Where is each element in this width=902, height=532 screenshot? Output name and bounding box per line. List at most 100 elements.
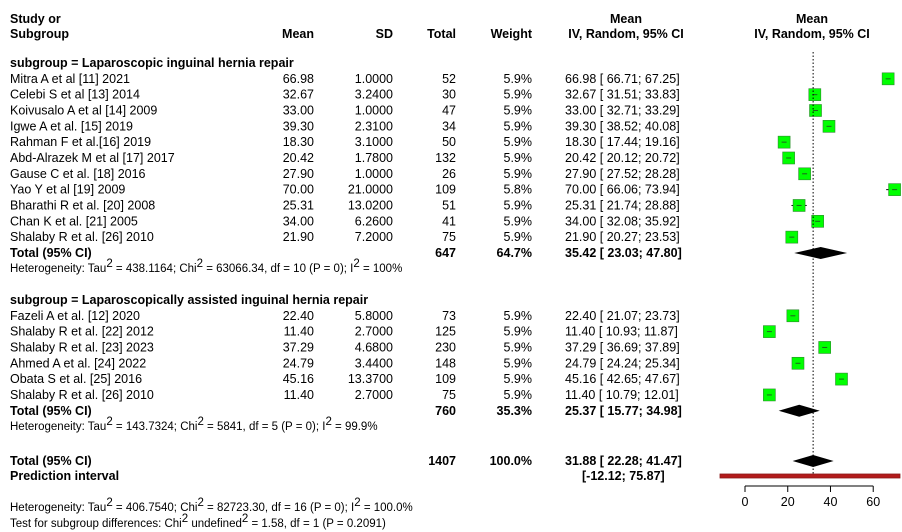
subgroup-differences-test: Test for subgroup differences: Chi2 unde… — [10, 513, 386, 530]
study-ci: 70.00 [ 66.06; 73.94] — [565, 183, 680, 197]
study-total: 30 — [442, 88, 456, 102]
study-total: 125 — [435, 325, 456, 339]
study-total: 73 — [442, 309, 456, 323]
subgroup-title: subgroup = Laparoscopically assisted ing… — [10, 293, 368, 307]
header-study-line1: Study or — [10, 12, 61, 26]
study-ci: 24.79 [ 24.24; 25.34] — [565, 356, 680, 370]
study-weight: 5.8% — [504, 183, 533, 197]
study-mean: 37.29 — [283, 340, 314, 354]
subgroup-diamond — [794, 246, 848, 259]
study-weight: 5.9% — [504, 214, 533, 228]
study-total: 148 — [435, 356, 456, 370]
study-weight: 5.9% — [504, 167, 533, 181]
study-weight: 5.9% — [504, 340, 533, 354]
study-total: 34 — [442, 119, 456, 133]
subgroup-total-label: Total (95% CI) — [10, 404, 92, 418]
study-name: Abd-Alrazek M et al [17] 2017 — [10, 151, 175, 165]
x-axis-tick-label: 20 — [781, 495, 795, 509]
column-headers: Study or Subgroup Mean SD Total Weight M… — [10, 12, 870, 41]
study-sd: 13.3700 — [348, 372, 393, 386]
subgroup-diamond — [778, 404, 820, 417]
study-sd: 1.0000 — [355, 103, 393, 117]
study-name: Fazeli A et al. [12] 2020 — [10, 309, 140, 323]
study-name: Yao Y et al [19] 2009 — [10, 183, 125, 197]
study-mean: 66.98 — [283, 72, 314, 86]
study-weight: 5.9% — [504, 230, 533, 244]
study-sd: 7.2000 — [355, 230, 393, 244]
study-weight: 5.9% — [504, 72, 533, 86]
study-mean: 34.00 — [283, 214, 314, 228]
study-total: 132 — [435, 151, 456, 165]
study-sd: 3.2400 — [355, 88, 393, 102]
x-axis-tick-label: 40 — [824, 495, 838, 509]
study-ci: 18.30 [ 17.44; 19.16] — [565, 135, 680, 149]
study-ci: 11.40 [ 10.79; 12.01] — [565, 388, 679, 402]
study-name: Celebi S et al [13] 2014 — [10, 88, 140, 102]
study-sd: 2.7000 — [355, 388, 393, 402]
study-name: Shalaby R et al. [23] 2023 — [10, 340, 154, 354]
header-effect-line2: IV, Random, 95% CI — [568, 27, 684, 41]
study-weight: 5.9% — [504, 198, 533, 212]
study-ci: 22.40 [ 21.07; 23.73] — [565, 309, 680, 323]
study-weight: 5.9% — [504, 151, 533, 165]
overall-total-n: 1407 — [428, 454, 456, 468]
header-weight: Weight — [491, 27, 533, 41]
study-name: Shalaby R et al. [26] 2010 — [10, 388, 154, 402]
study-weight: 5.9% — [504, 135, 533, 149]
study-sd: 1.0000 — [355, 167, 393, 181]
study-weight: 5.9% — [504, 103, 533, 117]
study-name: Shalaby R et al. [22] 2012 — [10, 325, 154, 339]
study-sd: 3.4400 — [355, 356, 393, 370]
study-sd: 2.3100 — [355, 119, 393, 133]
header-plot-line1: Mean — [796, 12, 828, 26]
study-mean: 33.00 — [283, 103, 314, 117]
study-ci: 27.90 [ 27.52; 28.28] — [565, 167, 680, 181]
header-plot-line2: IV, Random, 95% CI — [754, 27, 870, 41]
study-sd: 4.6800 — [355, 340, 393, 354]
study-mean: 11.40 — [284, 325, 314, 339]
study-total: 47 — [442, 103, 456, 117]
study-mean: 11.40 — [284, 388, 314, 402]
study-sd: 5.8000 — [355, 309, 393, 323]
study-name: Shalaby R et al. [26] 2010 — [10, 230, 154, 244]
study-total: 41 — [442, 214, 456, 228]
subgroup-total-n: 760 — [435, 404, 456, 418]
study-ci: 39.30 [ 38.52; 40.08] — [565, 119, 680, 133]
prediction-label: Prediction interval — [10, 469, 119, 483]
subgroup-total-weight: 35.3% — [497, 404, 532, 418]
header-mean: Mean — [282, 27, 314, 41]
study-name: Bharathi R et al. [20] 2008 — [10, 198, 155, 212]
study-sd: 1.7800 — [355, 151, 393, 165]
header-total: Total — [427, 27, 456, 41]
study-weight: 5.9% — [504, 388, 533, 402]
subgroup-total-n: 647 — [435, 246, 456, 260]
x-axis-tick-label: 60 — [866, 495, 880, 509]
study-ci: 37.29 [ 36.69; 37.89] — [565, 340, 680, 354]
study-sd: 21.0000 — [348, 183, 393, 197]
header-sd: SD — [376, 27, 393, 41]
study-total: 26 — [442, 167, 456, 181]
study-sd: 3.1000 — [355, 135, 393, 149]
study-weight: 5.9% — [504, 356, 533, 370]
study-total: 50 — [442, 135, 456, 149]
study-sd: 1.0000 — [355, 72, 393, 86]
study-ci: 25.31 [ 21.74; 28.88] — [565, 198, 680, 212]
study-mean: 20.42 — [283, 151, 314, 165]
overall-total-ci: 31.88 [ 22.28; 41.47] — [565, 454, 682, 468]
study-name: Igwe A et al. [15] 2019 — [10, 119, 133, 133]
study-mean: 32.67 — [283, 88, 314, 102]
study-name: Koivusalo A et al [14] 2009 — [10, 103, 157, 117]
overall-total-weight: 100.0% — [490, 454, 532, 468]
study-weight: 5.9% — [504, 325, 533, 339]
study-name: Ahmed A et al. [24] 2022 — [10, 356, 146, 370]
subgroup-heterogeneity: Heterogeneity: Tau2 = 143.7324; Chi2 = 5… — [10, 416, 378, 433]
study-ci: 66.98 [ 66.71; 67.25] — [565, 72, 680, 86]
subgroup-title: subgroup = Laparoscopic inguinal hernia … — [10, 56, 294, 70]
study-total: 75 — [442, 230, 456, 244]
study-total: 52 — [442, 72, 456, 86]
subgroup-total-label: Total (95% CI) — [10, 246, 92, 260]
plot-area: 0 20 40 60 — [719, 52, 901, 509]
study-mean: 24.79 — [283, 356, 314, 370]
subgroup-total-ci: 35.42 [ 23.03; 47.80] — [565, 246, 682, 260]
study-mean: 70.00 — [283, 183, 314, 197]
